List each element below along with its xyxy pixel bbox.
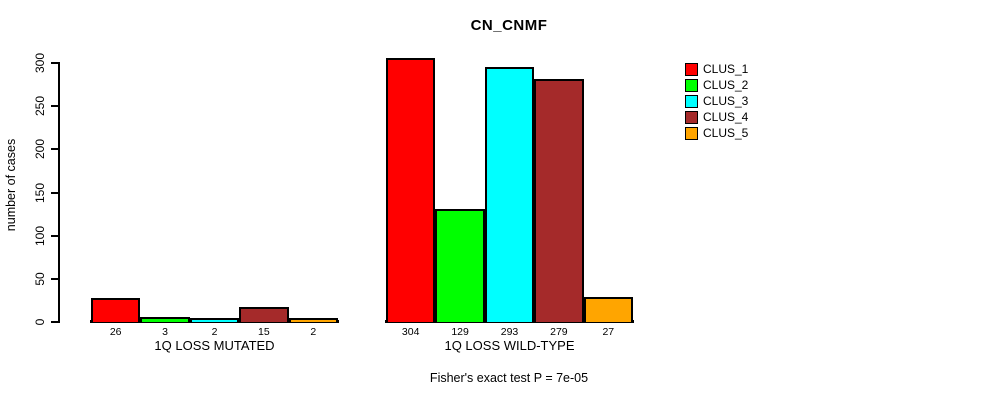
y-tick-label: 250 [33, 96, 47, 117]
bar-value-label: 2 [310, 326, 317, 338]
bar-value-label: 27 [602, 326, 615, 338]
legend-swatch-clus_4 [685, 111, 698, 124]
bar-clus_2-group2 [435, 208, 485, 322]
bar-value-label: 3 [162, 326, 169, 338]
bar-value-label: 2 [211, 326, 218, 338]
y-tick-mark [51, 62, 59, 64]
legend-swatch-clus_3 [685, 95, 698, 108]
y-axis-label: number of cases [4, 138, 18, 232]
y-tick-label: 200 [33, 139, 47, 160]
bar-clus_4-group1 [239, 307, 289, 322]
bar-clus_1-group1 [91, 297, 141, 322]
x-category-label: 1Q LOSS MUTATED [154, 338, 275, 353]
bar-value-label: 293 [500, 326, 519, 338]
y-tick-mark [51, 191, 59, 194]
bar-clus_2-group1 [140, 317, 190, 322]
bar-clus_4-group2 [534, 79, 584, 322]
y-tick-label: 0 [33, 318, 47, 326]
legend-label-clus_3: CLUS_3 [703, 94, 749, 108]
x-category-label: 1Q LOSS WILD-TYPE [444, 338, 575, 353]
bar-value-label: 279 [550, 326, 568, 338]
legend-label-clus_2: CLUS_2 [703, 78, 749, 92]
y-tick-label: 300 [33, 52, 47, 74]
bar-clus_1-group2 [386, 57, 436, 322]
bar-value-label: 304 [401, 326, 420, 338]
y-tick-mark [51, 321, 59, 323]
bar-clus_5-group1 [288, 318, 338, 322]
y-tick-mark [51, 234, 59, 237]
y-tick-label: 100 [33, 225, 47, 246]
y-tick-mark [51, 105, 59, 108]
bar-clus_3-group2 [484, 67, 535, 322]
bar-value-label: 129 [451, 326, 469, 338]
legend-label-clus_1: CLUS_1 [703, 62, 749, 76]
legend-swatch-clus_1 [685, 63, 698, 76]
bar-value-label: 26 [109, 326, 122, 338]
legend-label-clus_4: CLUS_4 [703, 110, 749, 124]
y-tick-mark [51, 148, 59, 151]
bar-clus_5-group2 [583, 296, 633, 322]
bar-value-label: 15 [258, 326, 270, 338]
chart-title: CN_CNMF [470, 17, 548, 34]
bar-clus_3-group1 [189, 318, 240, 322]
y-tick-label: 150 [33, 182, 47, 203]
legend-swatch-clus_2 [685, 79, 698, 92]
legend-label-clus_5: CLUS_5 [703, 126, 749, 140]
legend-swatch-clus_5 [685, 127, 698, 140]
y-axis-line [58, 62, 60, 323]
fisher-test-annotation: Fisher's exact test P = 7e-05 [429, 371, 589, 385]
y-tick-label: 50 [33, 272, 47, 286]
y-tick-mark [51, 277, 59, 280]
